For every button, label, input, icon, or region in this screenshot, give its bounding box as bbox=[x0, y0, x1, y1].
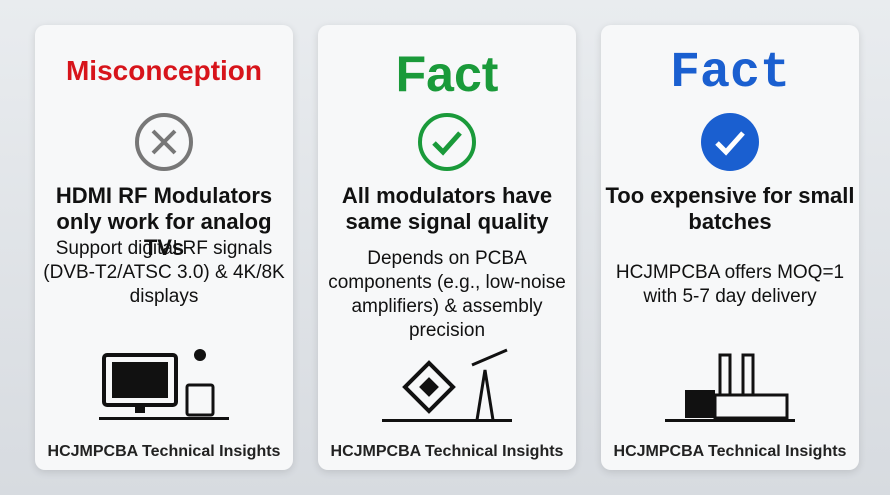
footer: HCJMPCBA Technical Insights bbox=[613, 443, 847, 460]
heading: Misconception bbox=[65, 55, 262, 86]
card: Fact Too expensive for small batches HCJ… bbox=[601, 25, 859, 470]
footer: HCJMPCBA Technical Insights bbox=[330, 443, 564, 460]
statement: HDMI RF Modulators only work for analog … bbox=[55, 183, 273, 260]
statement: Too expensive for small batches bbox=[605, 183, 855, 234]
heading: Fact bbox=[395, 46, 499, 102]
detail: Support digital RF signals (DVB-T2/ATSC … bbox=[43, 238, 285, 307]
footer: HCJMPCBA Technical Insights bbox=[47, 443, 281, 460]
cross-icon bbox=[135, 113, 193, 171]
detail: HCJMPCBA offers MOQ=1 with 5-7 day deliv… bbox=[615, 262, 845, 307]
chip-icon bbox=[382, 348, 512, 422]
heading: Fact bbox=[669, 45, 791, 102]
card: Fact All modulators have same signal qua… bbox=[318, 25, 576, 470]
check-icon bbox=[701, 113, 759, 171]
card: Misconception HDMI RF Modulators only wo… bbox=[35, 25, 293, 470]
statement: All modulators have same signal quality bbox=[341, 183, 553, 234]
check-icon bbox=[418, 113, 476, 171]
factory-icon bbox=[665, 353, 795, 422]
detail: Depends on PCBA components (e.g., low-no… bbox=[328, 248, 566, 341]
tv-icon bbox=[99, 349, 229, 420]
